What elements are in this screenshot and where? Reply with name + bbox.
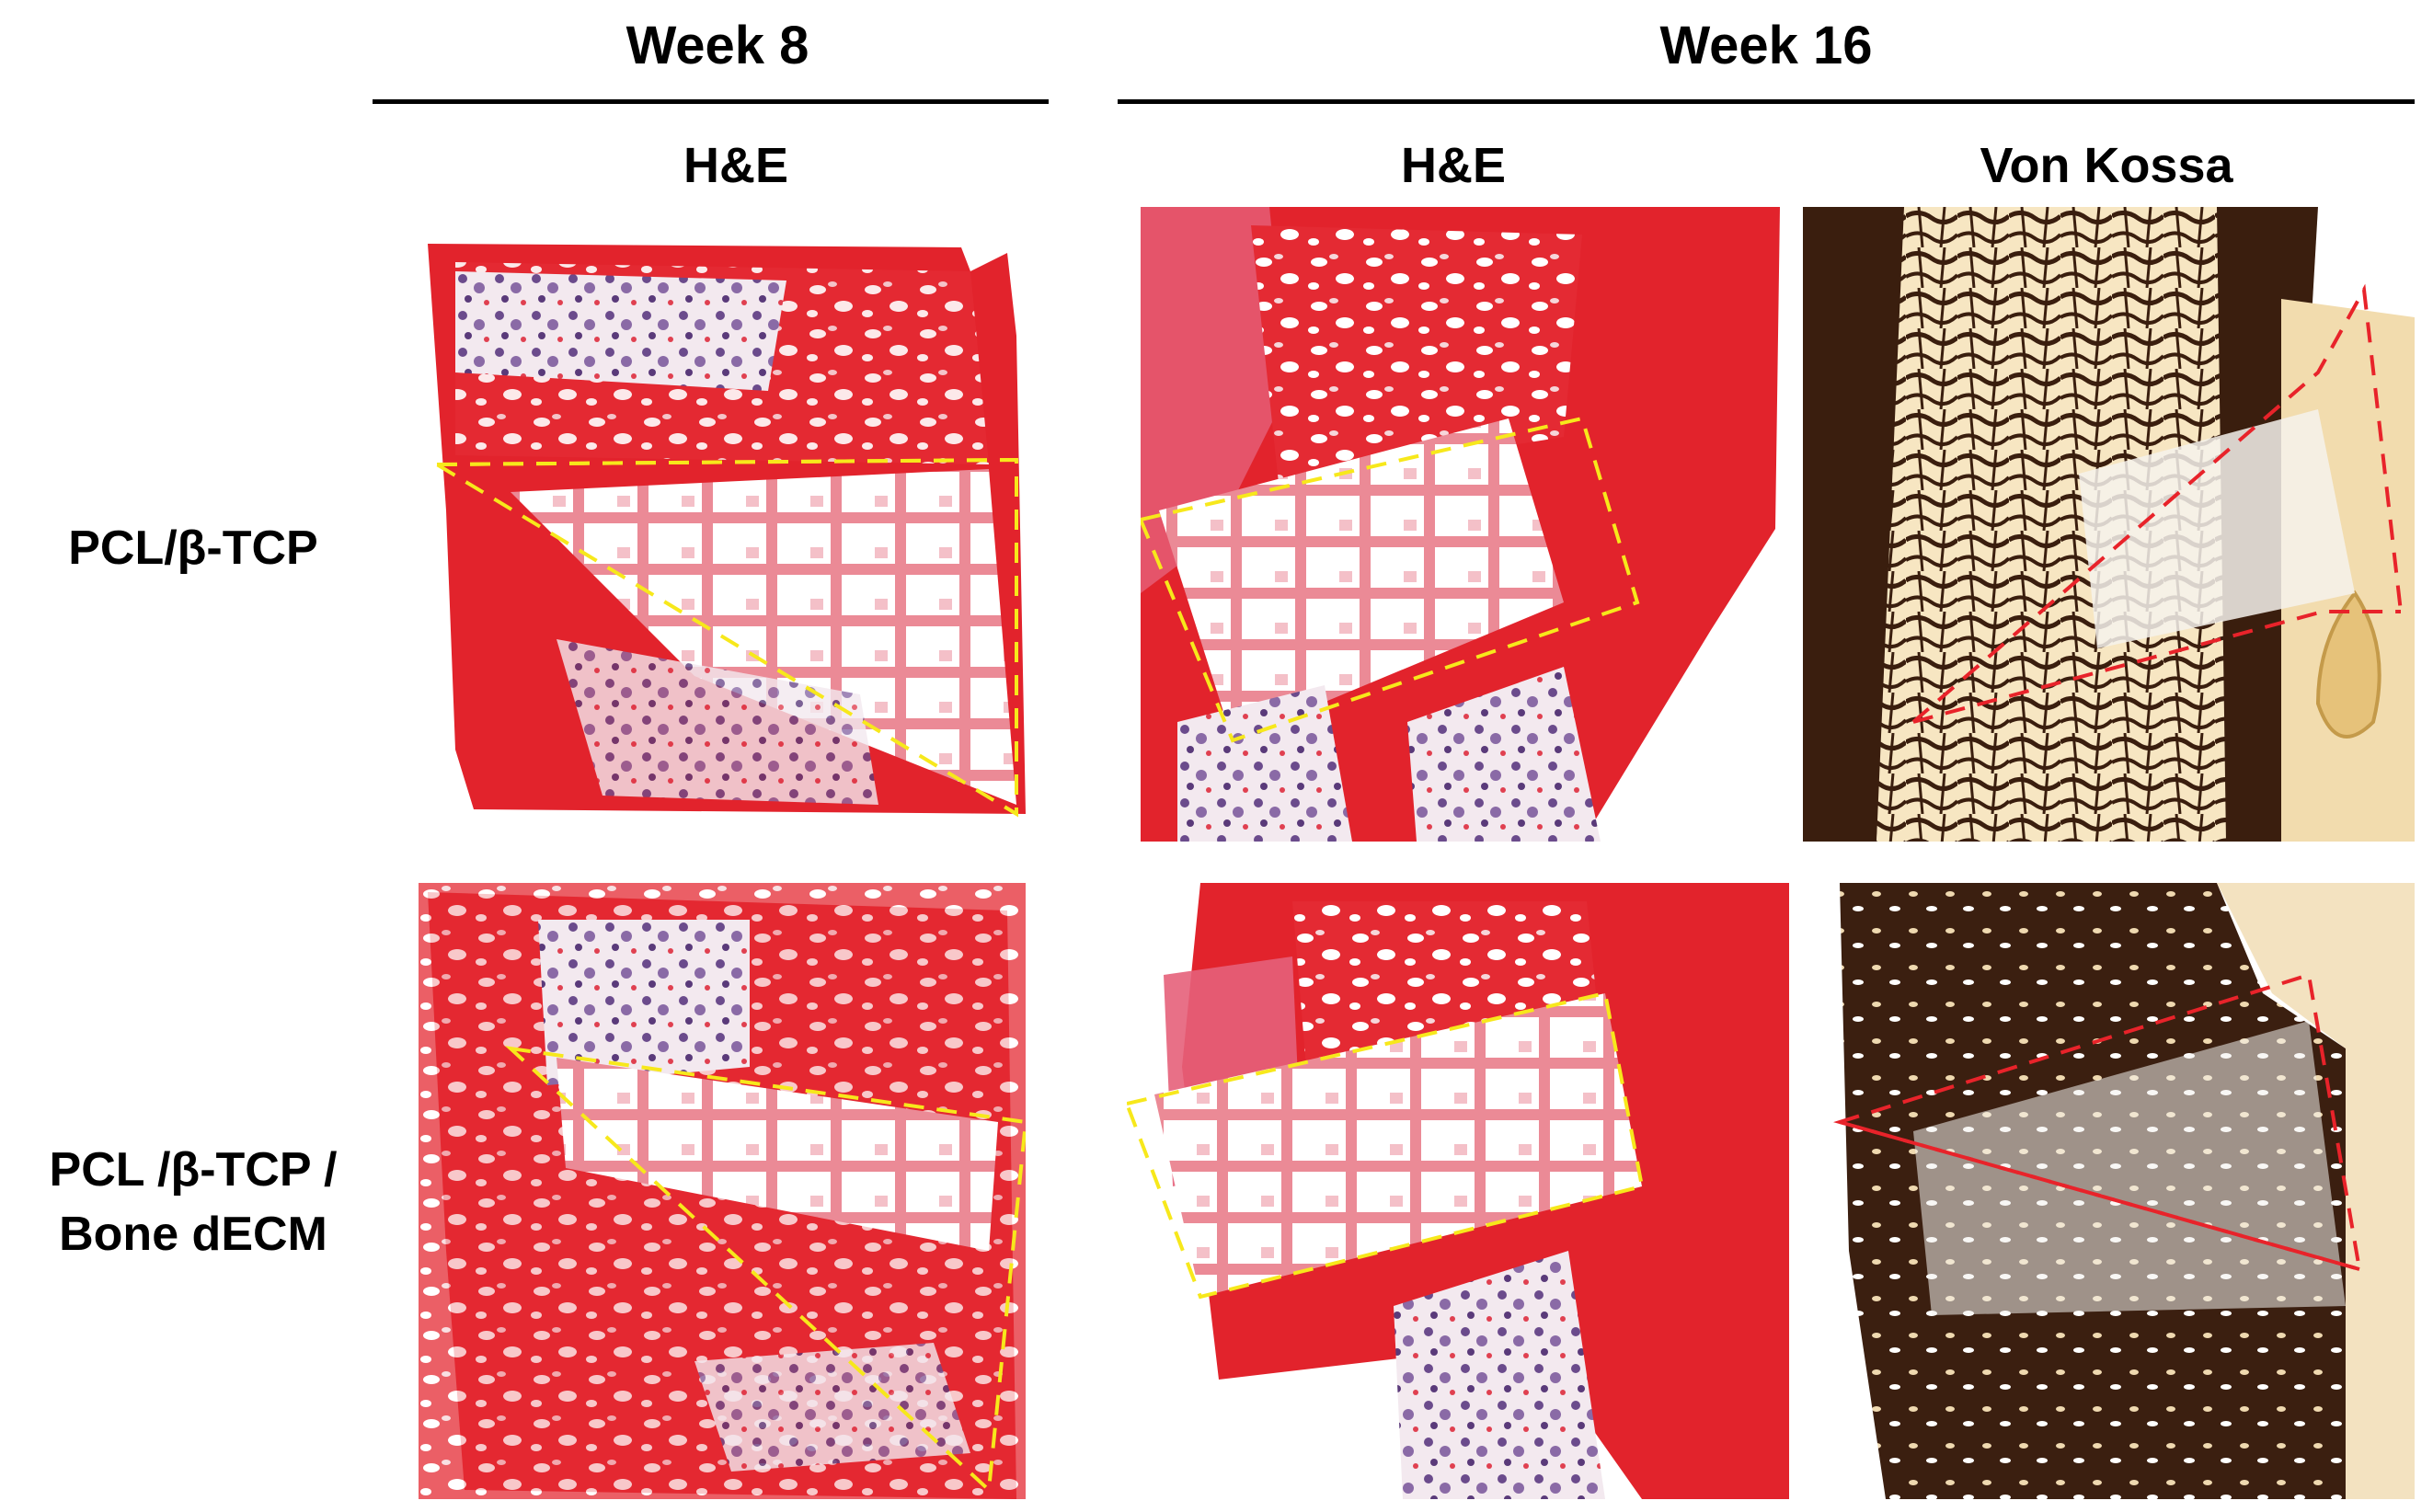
- week8-divider: [373, 99, 1049, 104]
- week16-header: Week 16: [1659, 16, 1873, 75]
- row-label-pcl-tcp: PCL/β-TCP: [68, 521, 318, 575]
- stain-header-he-week8: H&E: [683, 138, 788, 193]
- vonkossa-week16-pcl-tcp-image: [1803, 207, 2415, 842]
- stain-header-he-week16: H&E: [1400, 138, 1506, 193]
- he-week8-pcl-tcp-image: [419, 235, 1026, 823]
- he-week16-pcl-tcp-image: [1141, 207, 1780, 842]
- week16-divider: [1118, 99, 2415, 104]
- he-week8-pcl-tcp-decm-image: [419, 883, 1026, 1499]
- he-week16-pcl-tcp-decm-image: [1127, 883, 1789, 1499]
- stain-header-vonkossa: Von Kossa: [1980, 138, 2233, 193]
- row-label-pcl-tcp-decm-line2: Bone dECM: [59, 1208, 327, 1261]
- week8-header: Week 8: [625, 16, 809, 75]
- vonkossa-week16-pcl-tcp-decm-image: [1830, 883, 2415, 1499]
- row-label-pcl-tcp-decm-line1: PCL /β-TCP /: [49, 1143, 338, 1197]
